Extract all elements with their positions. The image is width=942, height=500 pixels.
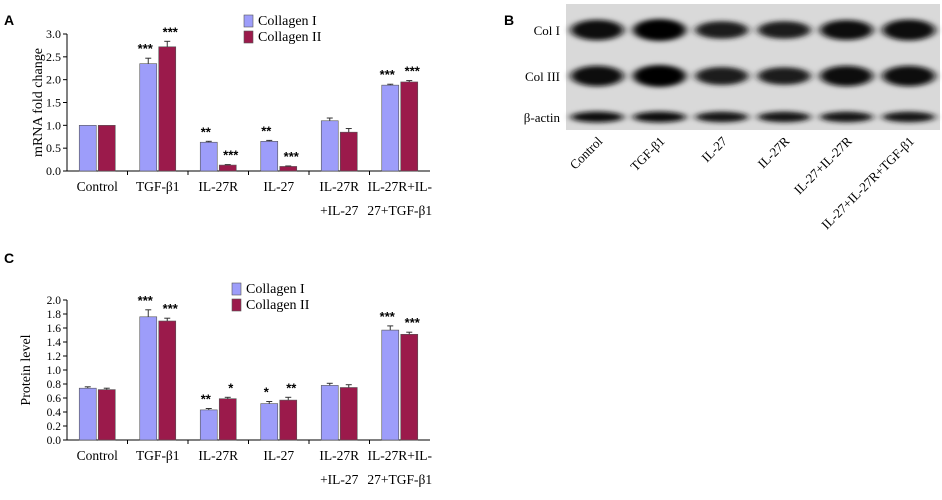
blot-band (757, 21, 811, 39)
blot-band (633, 19, 686, 41)
panel-b-letter: B (504, 12, 515, 28)
x-tick-label: Control (77, 448, 119, 463)
significance-label: * (228, 380, 234, 395)
x-tick-label: IL-27R (319, 179, 359, 194)
significance-label: *** (138, 293, 154, 308)
significance-label: *** (380, 309, 396, 324)
y-tick-label: 3.0 (46, 27, 61, 41)
x-tick-label: IL-27 (263, 179, 294, 194)
legend-swatch (231, 298, 242, 312)
y-tick-label: 2.5 (46, 50, 61, 64)
y-axis-label: mRNA fold change (31, 48, 46, 157)
legend-swatch (231, 282, 242, 296)
y-tick-label: 1.8 (47, 309, 62, 321)
y-tick-label: 1.0 (46, 118, 61, 132)
blot-band (633, 65, 686, 87)
blot-band (820, 19, 873, 41)
significance-label: * (264, 385, 270, 400)
y-tick-label: 0.2 (47, 421, 62, 433)
y-tick-label: 0.0 (46, 164, 61, 178)
y-tick-label: 2.0 (47, 295, 62, 307)
legend-label: Collagen I (246, 282, 305, 297)
y-tick-label: 1.2 (47, 351, 62, 363)
y-tick-label: 1.5 (46, 96, 61, 110)
blot-band (757, 111, 811, 123)
panel-a-letter: A (4, 12, 15, 28)
blot-lane-label: IL-27R (755, 133, 793, 171)
legend-swatch (243, 30, 254, 44)
significance-label: *** (223, 148, 239, 163)
blot-row-label: β-actin (524, 110, 561, 125)
x-tick-label: 27+TGF-β1 (367, 203, 432, 218)
blot-row-label: Col III (525, 69, 560, 84)
significance-label: *** (405, 315, 421, 330)
blot-band (820, 111, 873, 123)
bar-collagen-i (78, 125, 97, 172)
x-tick-label: TGF-β1 (136, 448, 180, 463)
legend-label: Collagen II (246, 298, 310, 313)
blot-band (570, 65, 624, 87)
y-axis-label: Protein level (19, 334, 34, 405)
y-tick-label: 1.6 (47, 323, 62, 335)
significance-label: *** (138, 41, 154, 56)
blot-band (882, 19, 936, 41)
legend-swatch (243, 14, 254, 28)
blot-band (882, 111, 936, 123)
blot-band (695, 66, 749, 86)
x-tick-label: Control (77, 179, 119, 194)
significance-label: *** (405, 64, 421, 79)
x-tick-label: IL-27 (263, 448, 294, 463)
blot-band (757, 67, 811, 85)
blot-membrane (566, 4, 940, 130)
blot-band (695, 111, 749, 123)
y-tick-label: 1.0 (47, 365, 62, 377)
x-tick-label: IL-27R (198, 448, 238, 463)
x-tick-label: IL-27R (319, 448, 359, 463)
y-tick-label: 2.0 (46, 73, 61, 87)
blot-band (820, 65, 873, 87)
blot-lane-label: Control (567, 133, 606, 172)
blot-band (570, 111, 624, 123)
y-tick-label: 0.8 (47, 379, 62, 391)
significance-label: ** (201, 124, 212, 139)
y-tick-label: 0.5 (46, 141, 61, 155)
y-tick-label: 0.0 (47, 435, 62, 447)
significance-label: ** (201, 392, 212, 407)
blot-band (695, 21, 749, 39)
panel-c-letter: C (4, 250, 15, 266)
legend-label: Collagen II (258, 30, 322, 45)
blot-lane-label: IL-27+IL-27R (791, 133, 855, 197)
blot-lane-label: TGF-β1 (627, 134, 667, 174)
x-tick-label: +IL-27 (320, 472, 359, 487)
x-tick-label: +IL-27 (320, 203, 359, 218)
blot-band (633, 111, 686, 123)
blot-band (570, 19, 624, 41)
significance-label: *** (380, 67, 396, 82)
y-tick-label: 0.6 (47, 393, 62, 405)
y-tick-label: 0.4 (47, 407, 62, 419)
legend-label: Collagen I (258, 14, 317, 29)
x-tick-label: TGF-β1 (136, 179, 180, 194)
x-tick-label: 27+TGF-β1 (367, 472, 432, 487)
significance-label: *** (284, 149, 300, 164)
blot-band (882, 65, 936, 87)
bar-collagen-ii (97, 125, 116, 172)
x-tick-label: IL-27R (198, 179, 238, 194)
blot-lane-label: IL-27 (698, 133, 730, 165)
blot-row-label: Col I (534, 23, 560, 38)
x-tick-label: IL-27R+IL- (367, 448, 432, 463)
significance-label: *** (163, 301, 179, 316)
y-tick-label: 1.4 (47, 337, 62, 349)
significance-label: *** (163, 24, 179, 39)
significance-label: ** (286, 380, 297, 395)
x-tick-label: IL-27R+IL- (367, 179, 432, 194)
significance-label: ** (261, 123, 272, 138)
